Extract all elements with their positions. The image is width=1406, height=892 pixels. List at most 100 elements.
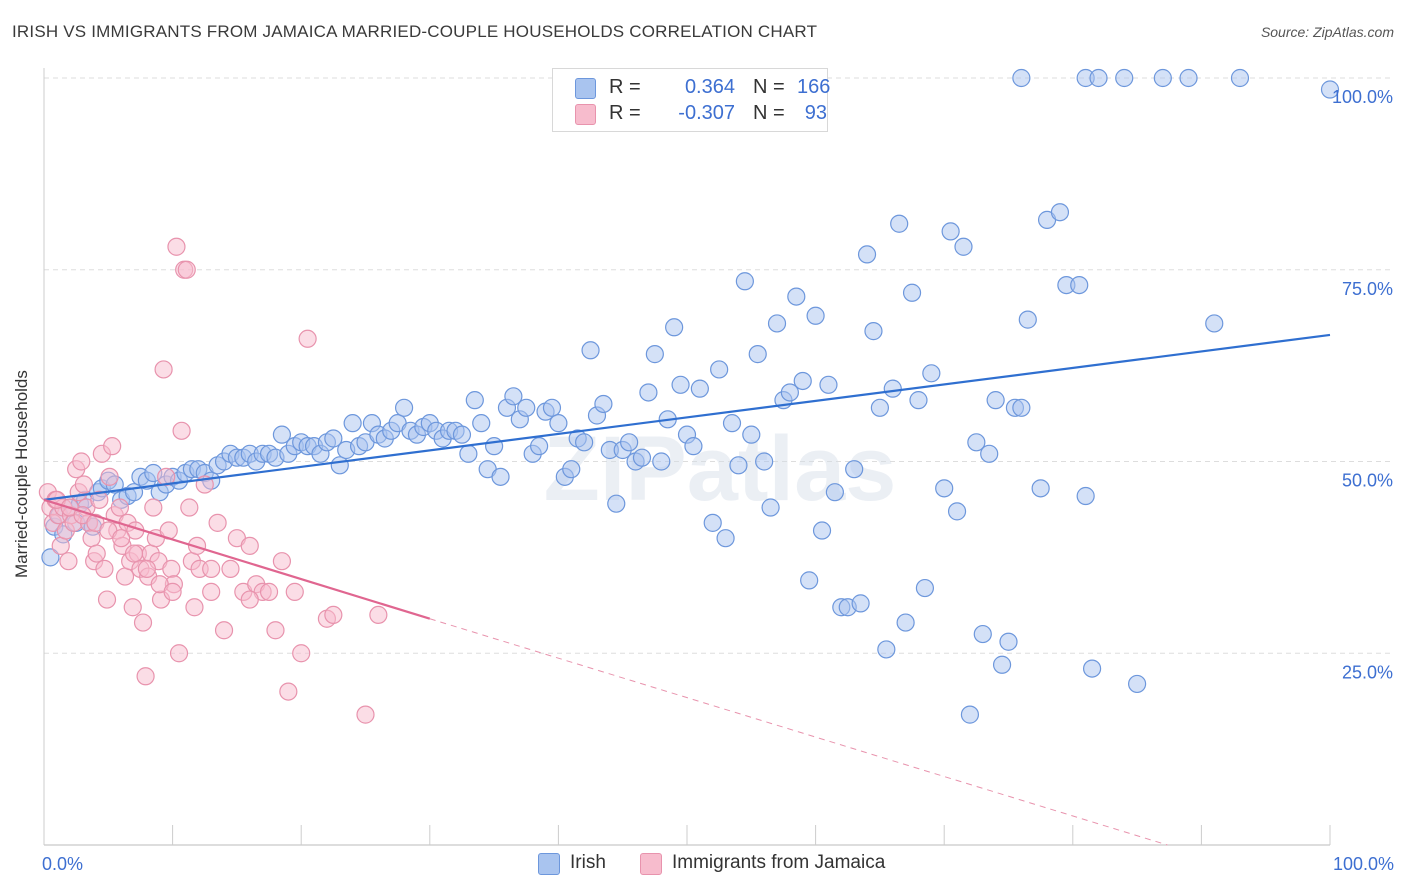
irish-point (793, 371, 812, 391)
irish-point (1153, 68, 1172, 88)
irish-point (639, 383, 658, 402)
jamaica-trend-extension (429, 618, 1168, 846)
jamaica-point (272, 552, 292, 571)
jamaica-point (124, 544, 144, 563)
irish-point (710, 360, 729, 379)
irish-point (819, 375, 838, 394)
jamaica-point (221, 559, 240, 578)
irish-point (549, 414, 568, 433)
jamaica-point (133, 613, 153, 632)
irish-point (780, 383, 799, 402)
jamaica-point (214, 621, 234, 640)
irish-point (491, 467, 510, 486)
irish-point (1050, 203, 1070, 222)
irish-point (1115, 68, 1134, 88)
legend-n-value: 93 (804, 102, 827, 124)
irish-point (761, 498, 780, 517)
jamaica-point (51, 536, 70, 555)
irish-point (845, 460, 864, 479)
legend-swatch-jamaica (640, 853, 662, 875)
irish-point (665, 318, 684, 337)
irish-point (1230, 68, 1250, 88)
irish-point (851, 594, 870, 613)
y-tick-label: 75.0% (1342, 279, 1393, 299)
jamaica-points (38, 237, 388, 724)
tick-labels: 25.0% 50.0% 75.0% 100.0% 0.0% 100.0% (42, 87, 1394, 874)
jamaica-point (136, 667, 155, 686)
irish-point (607, 494, 626, 513)
irish-point (1089, 68, 1108, 88)
irish-point (581, 341, 600, 360)
irish-point (1076, 486, 1095, 506)
irish-point (394, 398, 414, 417)
jamaica-point (144, 498, 163, 517)
irish-point (690, 379, 709, 398)
irish-points (41, 68, 1340, 724)
irish-point (472, 414, 491, 433)
irish-point (684, 437, 703, 456)
legend-swatch-irish (575, 78, 596, 99)
legend-n-label: N = (753, 102, 785, 124)
jamaica-point (169, 644, 189, 663)
jamaica-point (177, 260, 196, 279)
irish-point (883, 379, 902, 398)
irish-point (812, 521, 832, 540)
y-axis-label: Married-couple Households (12, 370, 31, 578)
chart-title: IRISH VS IMMIGRANTS FROM JAMAICA MARRIED… (12, 22, 818, 41)
irish-point (1127, 674, 1147, 694)
jamaica-point (292, 644, 311, 663)
irish-point (530, 437, 549, 456)
irish-point (787, 287, 806, 306)
jamaica-point (180, 498, 199, 517)
x-tick-label: 0.0% (42, 854, 83, 874)
irish-point (1082, 659, 1102, 678)
irish-point (703, 513, 722, 532)
irish-point (986, 391, 1005, 410)
irish-point (671, 375, 690, 394)
legend-n-label: N = (753, 76, 785, 98)
irish-point (562, 460, 581, 479)
irish-point (742, 425, 761, 444)
jamaica-point (266, 621, 285, 640)
jamaica-point (90, 490, 109, 509)
irish-point (1205, 314, 1224, 333)
irish-point (575, 433, 594, 452)
irish-point (915, 578, 935, 598)
irish-point (1012, 68, 1031, 88)
irish-point (620, 433, 639, 452)
legend-swatch-jamaica (575, 104, 596, 125)
jamaica-point (172, 421, 191, 440)
irish-point (542, 398, 562, 417)
irish-point (722, 414, 742, 433)
irish-point (825, 483, 844, 502)
irish-point (652, 452, 671, 471)
irish-point (806, 306, 825, 325)
jamaica-point (259, 582, 279, 601)
legend-r-value: 0.364 (684, 76, 735, 98)
legend-label-irish: Irish (570, 852, 606, 873)
irish-point (922, 364, 941, 383)
irish-point (1012, 398, 1031, 417)
legend-r-value: -0.307 (678, 102, 735, 124)
jamaica-point (137, 559, 156, 578)
irish-point (755, 452, 774, 471)
legend-n-value: 166 (797, 76, 831, 98)
jamaica-trend-line (43, 498, 431, 620)
irish-point (1018, 310, 1037, 329)
jamaica-point (103, 437, 122, 456)
jamaica-point (369, 605, 388, 625)
irish-point (594, 394, 613, 414)
jamaica-point (95, 559, 114, 578)
irish-point (1320, 80, 1340, 99)
y-tick-label: 25.0% (1342, 662, 1393, 682)
legend-label-jamaica: Immigrants from Jamaica (672, 852, 886, 873)
jamaica-point (298, 329, 317, 348)
jamaica-point (74, 475, 93, 494)
irish-point (465, 391, 484, 410)
jamaica-point (123, 598, 142, 617)
irish-point (504, 387, 523, 406)
irish-point (452, 425, 472, 444)
irish-point (870, 398, 890, 417)
jamaica-point (240, 536, 259, 555)
irish-point (324, 429, 343, 448)
